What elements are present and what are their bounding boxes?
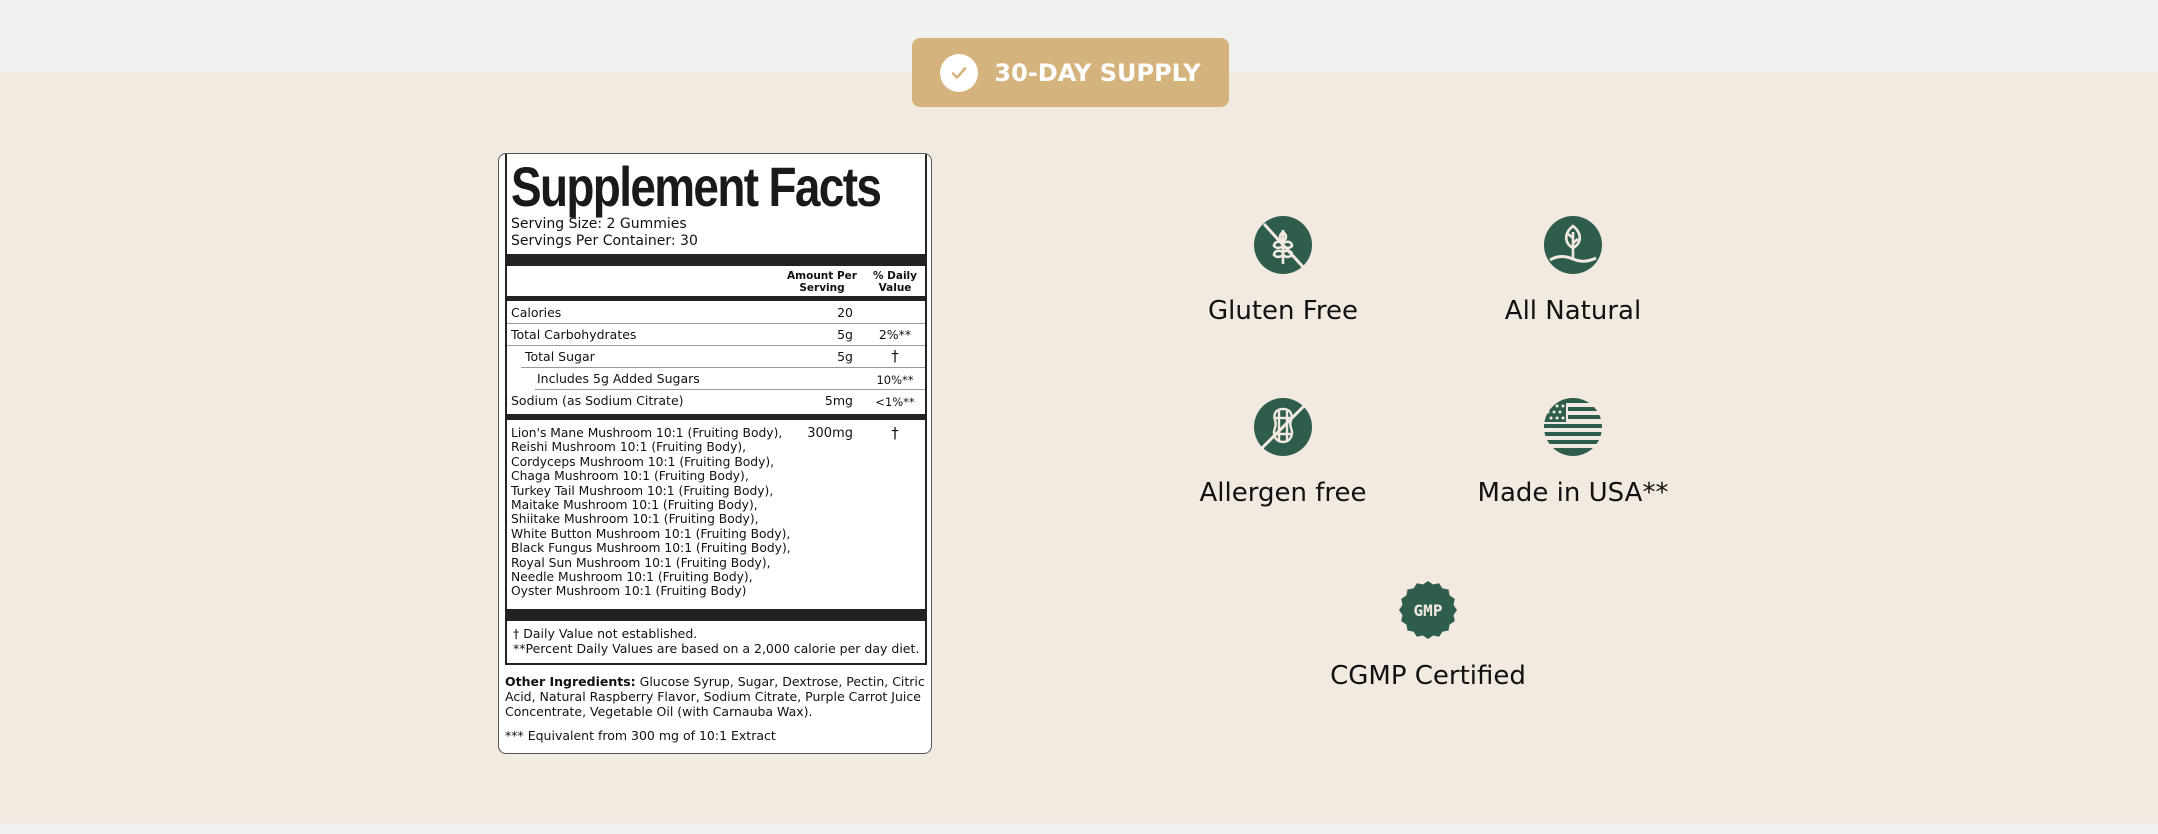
blend-ingredient: White Button Mushroom 10:1 (Fruiting Bod… <box>511 526 791 541</box>
blend-ingredient: Black Fungus Mushroom 10:1 (Fruiting Bod… <box>511 541 791 556</box>
serving-size: Serving Size: 2 Gummies <box>511 216 687 232</box>
feature-label: Made in USA** <box>1477 478 1669 508</box>
blend-ingredient: Royal Sun Mushroom 10:1 (Fruiting Body), <box>511 555 771 570</box>
usa-flag-icon <box>1544 398 1602 456</box>
blend-ingredient: Needle Mushroom 10:1 (Fruiting Body), <box>511 570 753 585</box>
col-amount: Amount Per Serving <box>787 270 857 294</box>
blend-ingredient: Lion's Mane Mushroom 10:1 (Fruiting Body… <box>511 426 783 440</box>
divider-bar <box>507 609 925 621</box>
blend-daily: † <box>891 424 899 442</box>
divider-bar <box>507 414 925 420</box>
feature-label: Gluten Free <box>1208 296 1358 326</box>
supplement-facts-label: Supplement Facts Serving Size: 2 Gummies… <box>498 153 932 754</box>
feature-label: CGMP Certified <box>1330 661 1526 691</box>
divider-bar <box>507 254 925 266</box>
footnote-daily-values: **Percent Daily Values are based on a 2,… <box>513 641 920 656</box>
extract-note: *** Equivalent from 300 mg of 10:1 Extra… <box>505 728 776 743</box>
blend-ingredient: Shiitake Mushroom 10:1 (Fruiting Body), <box>511 512 759 527</box>
bottom-band <box>0 823 2158 834</box>
blend-ingredient: Turkey Tail Mushroom 10:1 (Fruiting Body… <box>511 483 774 498</box>
blend-ingredient: Chaga Mushroom 10:1 (Fruiting Body), <box>511 469 749 484</box>
blend-amount: 300mg <box>807 426 853 441</box>
feature-made-in-usa: Made in USA** <box>1453 398 1693 508</box>
feature-cgmp-certified: GMP CGMP Certified <box>1308 581 1548 691</box>
feature-allergen-free: Allergen free <box>1163 398 1403 508</box>
blend-ingredient: Cordyceps Mushroom 10:1 (Fruiting Body), <box>511 454 775 469</box>
divider-bar <box>507 296 925 301</box>
facts-panel: Supplement Facts Serving Size: 2 Gummies… <box>505 154 927 665</box>
blend-ingredient: Reishi Mushroom 10:1 (Fruiting Body), <box>511 440 747 455</box>
blend-ingredient: Maitake Mushroom 10:1 (Fruiting Body), <box>511 498 758 513</box>
feature-label: All Natural <box>1504 296 1642 326</box>
badge-label: 30-DAY SUPPLY <box>994 58 1201 87</box>
gluten-free-icon <box>1254 216 1312 274</box>
svg-text:GMP: GMP <box>1414 601 1443 620</box>
mushroom-blend-list: Lion's Mane Mushroom 10:1 (Fruiting Body… <box>511 426 791 599</box>
feature-all-natural: All Natural <box>1453 216 1693 326</box>
gmp-seal-icon: GMP <box>1399 581 1457 639</box>
col-daily: % Daily Value <box>872 270 918 294</box>
feature-label: Allergen free <box>1199 478 1367 508</box>
servings-per-container: Servings Per Container: 30 <box>511 233 698 249</box>
other-ingredients: Other Ingredients: Glucose Syrup, Sugar,… <box>505 674 925 719</box>
peanut-free-icon <box>1254 398 1312 456</box>
check-circle-icon <box>940 53 979 92</box>
footnote-dagger: † Daily Value not established. <box>513 626 698 641</box>
feature-gluten-free: Gluten Free <box>1163 216 1403 326</box>
blend-ingredient: Oyster Mushroom 10:1 (Fruiting Body) <box>511 584 747 599</box>
facts-title: Supplement Facts <box>511 155 882 218</box>
leaf-icon <box>1544 216 1602 274</box>
supply-badge: 30-DAY SUPPLY <box>912 38 1229 107</box>
